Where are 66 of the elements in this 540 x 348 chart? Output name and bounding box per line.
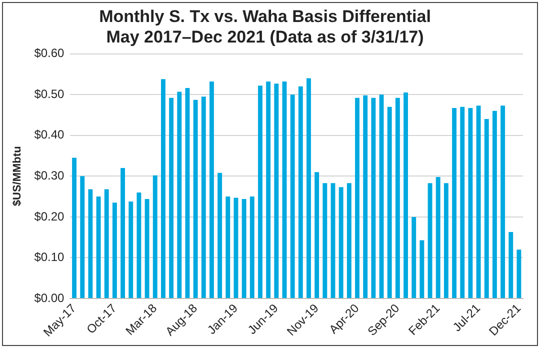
bar (444, 183, 448, 298)
y-tick-label: $0.10 (34, 250, 65, 264)
y-tick-label: $0.30 (34, 168, 65, 182)
bar (226, 196, 230, 298)
bar (412, 216, 416, 298)
bar (420, 240, 424, 298)
bar (234, 198, 238, 298)
bar (322, 183, 328, 298)
y-tick-label: $0.60 (34, 46, 65, 60)
bar (258, 86, 262, 298)
bar (266, 82, 271, 298)
bar (428, 183, 432, 298)
bar (371, 98, 376, 298)
bar (379, 94, 384, 298)
bar (209, 82, 214, 298)
bar (404, 92, 408, 298)
bar (346, 183, 352, 298)
bar (282, 82, 287, 298)
bar (144, 199, 150, 298)
bar (152, 175, 158, 298)
bar (355, 98, 360, 298)
bar (492, 110, 497, 298)
bar (242, 199, 246, 298)
bar (290, 94, 295, 298)
bar (128, 201, 134, 298)
bar (193, 100, 198, 298)
bar (136, 192, 142, 298)
bar (72, 158, 76, 298)
bar (80, 176, 85, 298)
text: May 2017–Dec 2021 (Data as of 3/31/17) (106, 27, 424, 46)
y-tick-label: $0.50 (34, 86, 65, 101)
bar (120, 168, 126, 298)
bar (436, 176, 440, 298)
bar (508, 232, 514, 298)
bar (363, 95, 368, 298)
bar (330, 183, 336, 298)
bar (96, 196, 101, 298)
bar (314, 172, 320, 298)
bar (387, 106, 392, 298)
y-tick-label: $0.00 (34, 290, 65, 305)
bar (298, 86, 303, 298)
y-tick-label: $0.20 (34, 209, 65, 224)
bar (160, 79, 166, 298)
y-tick-label: $0.40 (34, 128, 65, 142)
bar (484, 119, 489, 298)
bar (169, 98, 174, 298)
bar (177, 92, 182, 298)
bar (201, 96, 206, 298)
bar (185, 88, 190, 298)
bar (460, 106, 465, 298)
text: Monthly S. Tx vs. Waha Basis Differential (99, 6, 431, 26)
bar (112, 202, 117, 298)
bar (338, 187, 344, 298)
bar (88, 189, 93, 298)
bar (274, 84, 279, 298)
bar (500, 106, 506, 298)
bar (452, 108, 456, 298)
bar (218, 172, 222, 298)
bar (306, 78, 311, 298)
bar (516, 250, 522, 298)
bar (104, 189, 109, 298)
bar (395, 98, 400, 298)
y-axis-title: $US/MMbtu (12, 146, 24, 206)
bar (468, 108, 473, 298)
bar (476, 106, 481, 298)
bar (250, 196, 254, 298)
